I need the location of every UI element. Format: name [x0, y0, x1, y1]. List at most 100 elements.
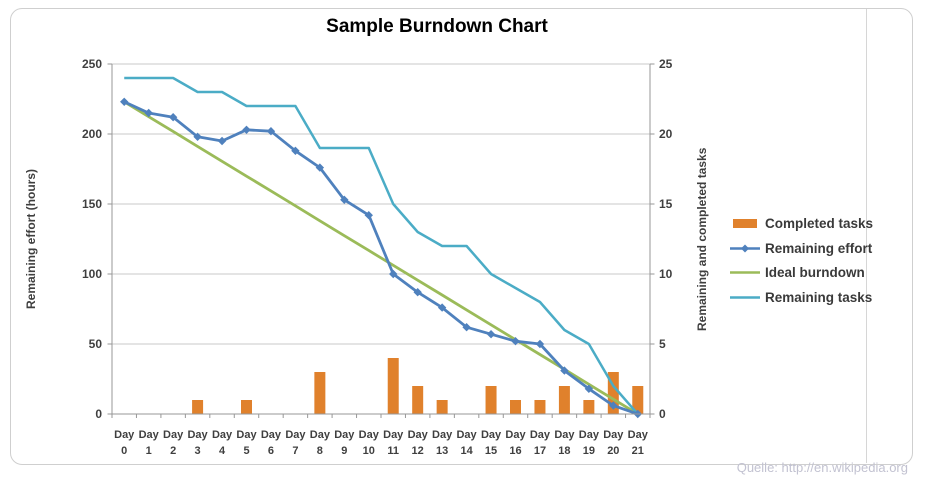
source-note: Quelle: http://en.wikipedia.org	[736, 460, 908, 475]
bar-day-12	[412, 386, 424, 414]
day-label-num-12: 12	[412, 445, 424, 457]
right-tick-label-5: 5	[659, 337, 666, 351]
day-label-num-0: 0	[121, 445, 127, 457]
remaining-effort-marker-day-2	[168, 113, 178, 122]
legend-item-ideal-burndown: Ideal burndown	[730, 265, 873, 280]
remaining-effort-marker-day-9	[340, 195, 349, 204]
ideal-burndown-line	[123, 100, 639, 416]
bar-day-21	[632, 386, 644, 414]
day-label-word-19: Day	[579, 429, 600, 441]
bar-day-15	[485, 386, 497, 414]
day-label-word-7: Day	[285, 429, 306, 441]
bar-day-18	[558, 386, 570, 414]
remaining-effort-marker-day-17	[535, 339, 545, 349]
remaining-effort-marker-day-3	[193, 132, 202, 141]
legend-item-remaining-tasks: Remaining tasks	[730, 289, 873, 305]
remaining-effort-marker-day-1	[144, 108, 153, 118]
day-label-num-1: 1	[146, 445, 152, 457]
legend-swatch	[730, 244, 760, 252]
remaining-effort-marker-day-0	[120, 97, 129, 106]
remaining-effort-marker-day-18	[560, 366, 569, 375]
day-label-word-5: Day	[236, 429, 257, 441]
day-label-word-9: Day	[334, 429, 355, 441]
day-label-word-2: Day	[163, 429, 184, 441]
day-label-num-18: 18	[558, 445, 570, 457]
day-label-num-16: 16	[509, 445, 521, 457]
remaining-tasks-line	[124, 76, 639, 415]
left-tick-label-200: 200	[82, 127, 102, 141]
day-label-num-3: 3	[195, 445, 201, 457]
day-label-num-4: 4	[219, 445, 226, 457]
chart-title: Sample Burndown Chart	[326, 16, 548, 37]
legend-label: Remaining effort	[765, 240, 873, 256]
right-tick-label-25: 25	[659, 57, 673, 71]
legend-item-remaining-effort: Remaining effort	[730, 240, 873, 256]
bar-day-8	[314, 372, 326, 414]
remaining-effort-line	[123, 100, 639, 416]
remaining-effort-marker-day-5	[242, 125, 251, 134]
right-tick-label-10: 10	[659, 267, 673, 281]
day-label-word-11: Day	[383, 429, 404, 441]
day-label-word-18: Day	[554, 429, 575, 441]
remaining-effort-marker-day-7	[291, 146, 300, 155]
day-label-num-15: 15	[485, 445, 497, 457]
day-label-word-8: Day	[310, 429, 331, 441]
day-label-num-11: 11	[387, 445, 399, 457]
day-label-word-16: Day	[505, 429, 526, 441]
bar-day-17	[534, 400, 546, 414]
remaining-effort-marker-day-6	[266, 127, 276, 136]
day-label-word-4: Day	[212, 429, 233, 441]
left-tick-label-0: 0	[95, 407, 102, 421]
day-label-num-8: 8	[317, 445, 323, 457]
remaining-effort-marker-day-4	[217, 136, 227, 146]
bar-day-20	[607, 372, 619, 414]
legend: Completed tasks Remaining effort Ideal bur…	[730, 216, 874, 315]
day-label-word-10: Day	[359, 429, 380, 441]
day-label-num-17: 17	[534, 445, 546, 457]
left-tick-label-250: 250	[82, 57, 102, 71]
bar-day-11	[387, 358, 399, 414]
remaining-effort-marker-day-12	[413, 288, 422, 297]
day-label-word-17: Day	[530, 429, 551, 441]
day-label-word-13: Day	[432, 429, 453, 441]
legend-label: Ideal burndown	[765, 265, 865, 280]
day-label-num-21: 21	[632, 445, 644, 457]
remaining-effort-marker-day-15	[486, 330, 496, 339]
day-label-num-20: 20	[607, 445, 619, 457]
legend-swatch	[730, 295, 760, 299]
right-tick-label-0: 0	[659, 407, 666, 421]
bar-day-5	[241, 400, 252, 414]
bar-day-13	[436, 400, 448, 414]
day-label-word-1: Day	[139, 429, 160, 441]
day-label-word-14: Day	[456, 429, 477, 441]
day-label-word-0: Day	[114, 429, 135, 441]
day-label-word-15: Day	[481, 429, 502, 441]
left-tick-label-50: 50	[89, 337, 103, 351]
day-label-word-20: Day	[603, 429, 624, 441]
day-label-num-19: 19	[583, 445, 595, 457]
remaining-effort-marker-day-19	[584, 384, 594, 393]
day-label-word-21: Day	[628, 429, 649, 441]
remaining-effort-marker-day-16	[511, 337, 520, 346]
remaining-effort-marker-day-13	[437, 303, 447, 312]
bar-day-19	[583, 400, 595, 414]
remaining-effort-marker-day-11	[389, 269, 398, 279]
remaining-effort-marker-day-20	[609, 401, 618, 410]
left-tick-label-150: 150	[82, 197, 102, 211]
bar-day-16	[510, 400, 521, 414]
day-label-num-7: 7	[292, 445, 298, 457]
day-label-num-14: 14	[460, 445, 473, 457]
chart-image-right-border	[866, 9, 867, 463]
legend-label: Remaining tasks	[765, 289, 873, 305]
chart-frame	[10, 8, 913, 465]
bar-day-3	[192, 400, 204, 414]
legend-label: Completed tasks	[765, 216, 874, 231]
legend-swatch	[733, 219, 757, 228]
day-label-num-10: 10	[363, 445, 375, 457]
left-tick-label-100: 100	[82, 267, 102, 281]
day-label-num-13: 13	[436, 445, 448, 457]
day-label-num-9: 9	[341, 445, 347, 457]
remaining-effort-marker-day-8	[315, 163, 325, 172]
remaining-effort-marker-day-10	[364, 211, 373, 220]
